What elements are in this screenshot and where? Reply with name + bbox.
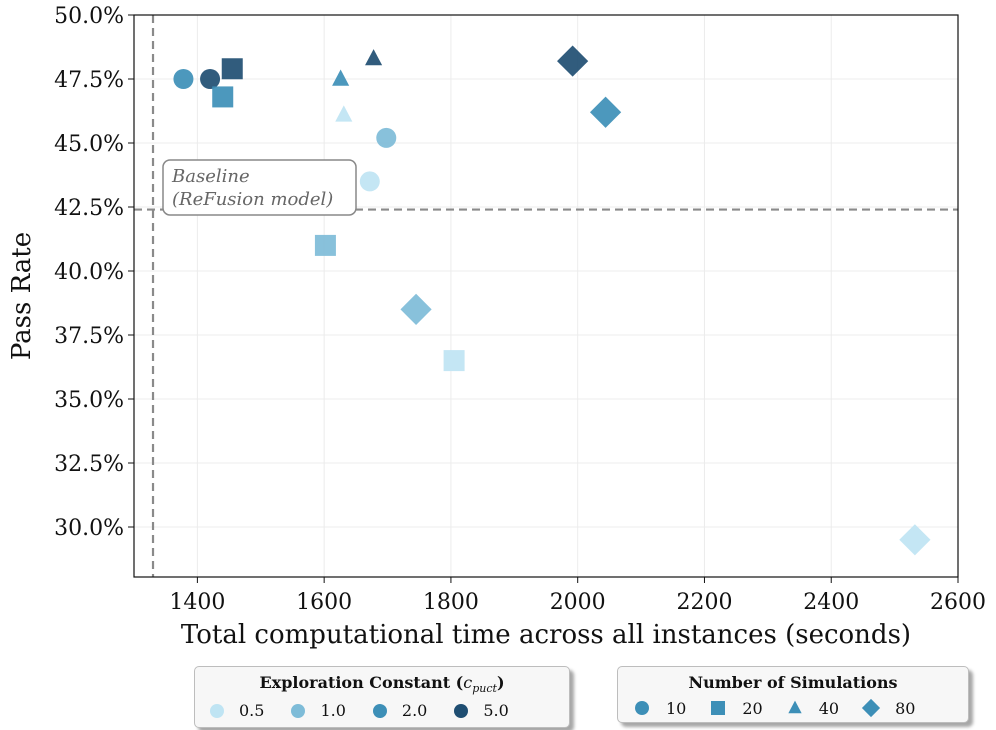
legend-exploration-constant: Exploration Constant (cpuct) 0.5 1.0 2.0 5.…	[194, 666, 570, 728]
legend-item-simulations: 40	[785, 698, 839, 718]
legend-square-marker	[711, 701, 726, 715]
legend-swatch	[372, 703, 387, 718]
legend-item-label: 5.0	[483, 701, 509, 721]
legend-item-label: 10	[666, 698, 687, 718]
legend-item-label: 2.0	[401, 701, 428, 721]
legend-circle-marker	[454, 703, 469, 718]
legend-circle-marker	[291, 703, 306, 718]
plot-frame	[133, 14, 959, 578]
x-tick-label: 2400	[803, 590, 859, 615]
y-tick-label: 30.0%	[54, 516, 124, 541]
y-tick-label: 47.5%	[54, 68, 124, 93]
y-tick-label: 35.0%	[54, 388, 124, 413]
x-axis-ticks: 1400 1600 1800 2000 2200 2400 2600	[169, 577, 986, 615]
y-tick-label: 37.5%	[54, 324, 124, 349]
baseline-label-line1: Baseline	[171, 166, 250, 187]
legend-swatch	[210, 703, 224, 718]
legend-item-label: 1.0	[320, 701, 346, 721]
legend-item-label: 20	[742, 698, 763, 718]
legend-item-label: 80	[895, 698, 916, 718]
data-point	[332, 69, 350, 86]
legend-exploration-items: 0.5 1.0 2.0 5.0	[195, 701, 569, 720]
legend-exploration-title: Exploration Constant (cpuct)	[259, 673, 505, 696]
legend-item-exploration: 1.0	[290, 701, 346, 721]
legend-number-of-simulations: Number of Simulations 10 20 40 80	[617, 666, 969, 723]
y-tick-label: 40.0%	[54, 260, 124, 285]
legend-item-exploration: 2.0	[372, 701, 427, 720]
legend-swatch	[711, 701, 726, 715]
legend-triangle-marker	[788, 700, 802, 714]
data-point	[359, 171, 380, 192]
x-tick-label: 1600	[296, 590, 352, 615]
legend-swatch	[788, 700, 802, 714]
grid-lines	[134, 14, 959, 577]
legend-item-simulations: 10	[632, 698, 686, 718]
data-point	[899, 524, 931, 556]
x-tick-label: 1800	[423, 590, 479, 615]
legend-item-exploration: 0.5	[209, 701, 264, 720]
data-point	[365, 49, 383, 66]
legend-item-simulations: 80	[861, 698, 915, 718]
y-tick-label: 50.0%	[54, 4, 124, 29]
data-point	[443, 350, 465, 372]
data-point	[314, 234, 336, 256]
legend-simulations-title: Number of Simulations	[688, 673, 898, 692]
legend-circle-marker	[635, 701, 649, 715]
y-axis-ticks: 30.0% 32.5% 35.0% 37.5% 40.0% 42.5% 45.0% 47.5%…	[54, 4, 134, 541]
x-axis-title: Total computational time across all inst…	[181, 620, 911, 650]
legend-swatch	[861, 698, 881, 718]
legend-item-simulations: 20	[708, 698, 763, 718]
legend-item-label: 0.5	[239, 701, 265, 721]
x-tick-label: 2200	[676, 590, 732, 615]
legend-simulations-items: 10 20 40 80	[618, 698, 968, 718]
data-point	[589, 96, 622, 128]
data-point	[212, 86, 234, 108]
data-point	[557, 45, 589, 77]
legend-circle-marker	[372, 703, 387, 718]
legend-swatch	[291, 703, 306, 718]
legend-swatch	[454, 703, 469, 718]
legend-item-label: 40	[818, 698, 840, 718]
x-tick-label: 2000	[550, 590, 606, 615]
data-point	[335, 105, 353, 122]
legend-diamond-marker	[861, 698, 881, 718]
y-tick-label: 32.5%	[54, 452, 124, 477]
y-tick-label: 42.5%	[54, 196, 124, 221]
y-axis-title: Pass Rate	[7, 232, 37, 360]
legend-item-exploration: 5.0	[453, 701, 509, 721]
data-point	[400, 293, 432, 325]
y-tick-label: 45.0%	[54, 132, 124, 157]
data-point	[200, 69, 221, 89]
baseline-label-line2: (ReFusion model)	[172, 189, 333, 210]
x-tick-label: 2600	[930, 590, 986, 615]
x-tick-label: 1400	[169, 590, 225, 615]
data-points	[173, 45, 931, 556]
legend-circle-marker	[210, 703, 224, 718]
data-point	[221, 58, 243, 80]
legend-swatch	[635, 701, 649, 715]
data-point	[173, 69, 194, 89]
baseline-annotation: Baseline (ReFusion model)	[162, 159, 357, 216]
baseline-lines	[134, 15, 958, 577]
data-point	[376, 127, 397, 148]
